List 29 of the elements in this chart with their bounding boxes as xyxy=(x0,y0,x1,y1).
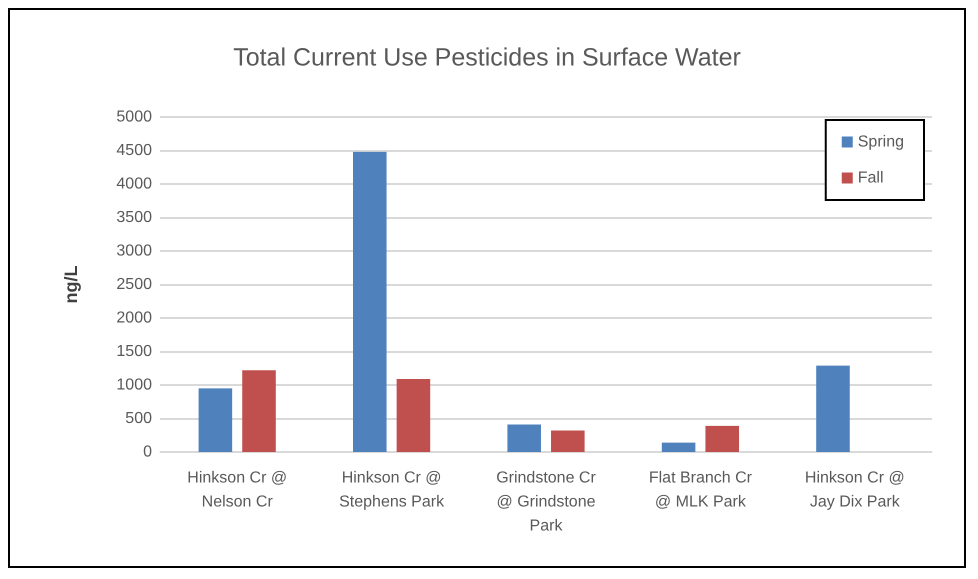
x-tick-label: Hinkson Cr @ Nelson Cr xyxy=(187,470,288,510)
y-tick-label: 0 xyxy=(143,444,152,460)
y-tick-label: 4500 xyxy=(116,142,152,159)
bar xyxy=(705,426,739,452)
bar xyxy=(396,378,430,452)
x-tick-label: Hinkson Cr @ Stephens Park xyxy=(339,470,446,510)
legend-label: Spring xyxy=(858,134,904,150)
y-tick-label: 2000 xyxy=(116,310,152,326)
y-tick-label: 2500 xyxy=(116,276,152,293)
y-tick-label: 1000 xyxy=(116,376,152,394)
y-tick-label: 3000 xyxy=(116,242,152,260)
y-tick-label: 4000 xyxy=(116,176,152,192)
y-tick-label: 5000 xyxy=(116,108,152,126)
bar xyxy=(551,430,585,452)
y-tick-label: 500 xyxy=(125,410,152,427)
bar xyxy=(507,424,541,452)
bar xyxy=(198,388,232,452)
y-tick-label: 3500 xyxy=(116,209,152,226)
bar xyxy=(242,370,276,452)
x-tick-label: Hinkson Cr @ Jay Dix Park xyxy=(804,470,905,510)
x-tick-label: Grindstone Cr @ Grindstone Park xyxy=(496,470,596,534)
bar xyxy=(816,366,850,452)
chart-title: Total Current Use Pesticides in Surface Water xyxy=(233,44,741,72)
x-tick-label: Flat Branch Cr @ MLK Park xyxy=(648,470,753,510)
y-tick-label: 1500 xyxy=(116,343,152,360)
bar xyxy=(353,152,387,452)
y-axis-title: ng/L xyxy=(61,266,81,304)
bar xyxy=(662,442,696,452)
legend-label: Fall xyxy=(858,170,884,186)
